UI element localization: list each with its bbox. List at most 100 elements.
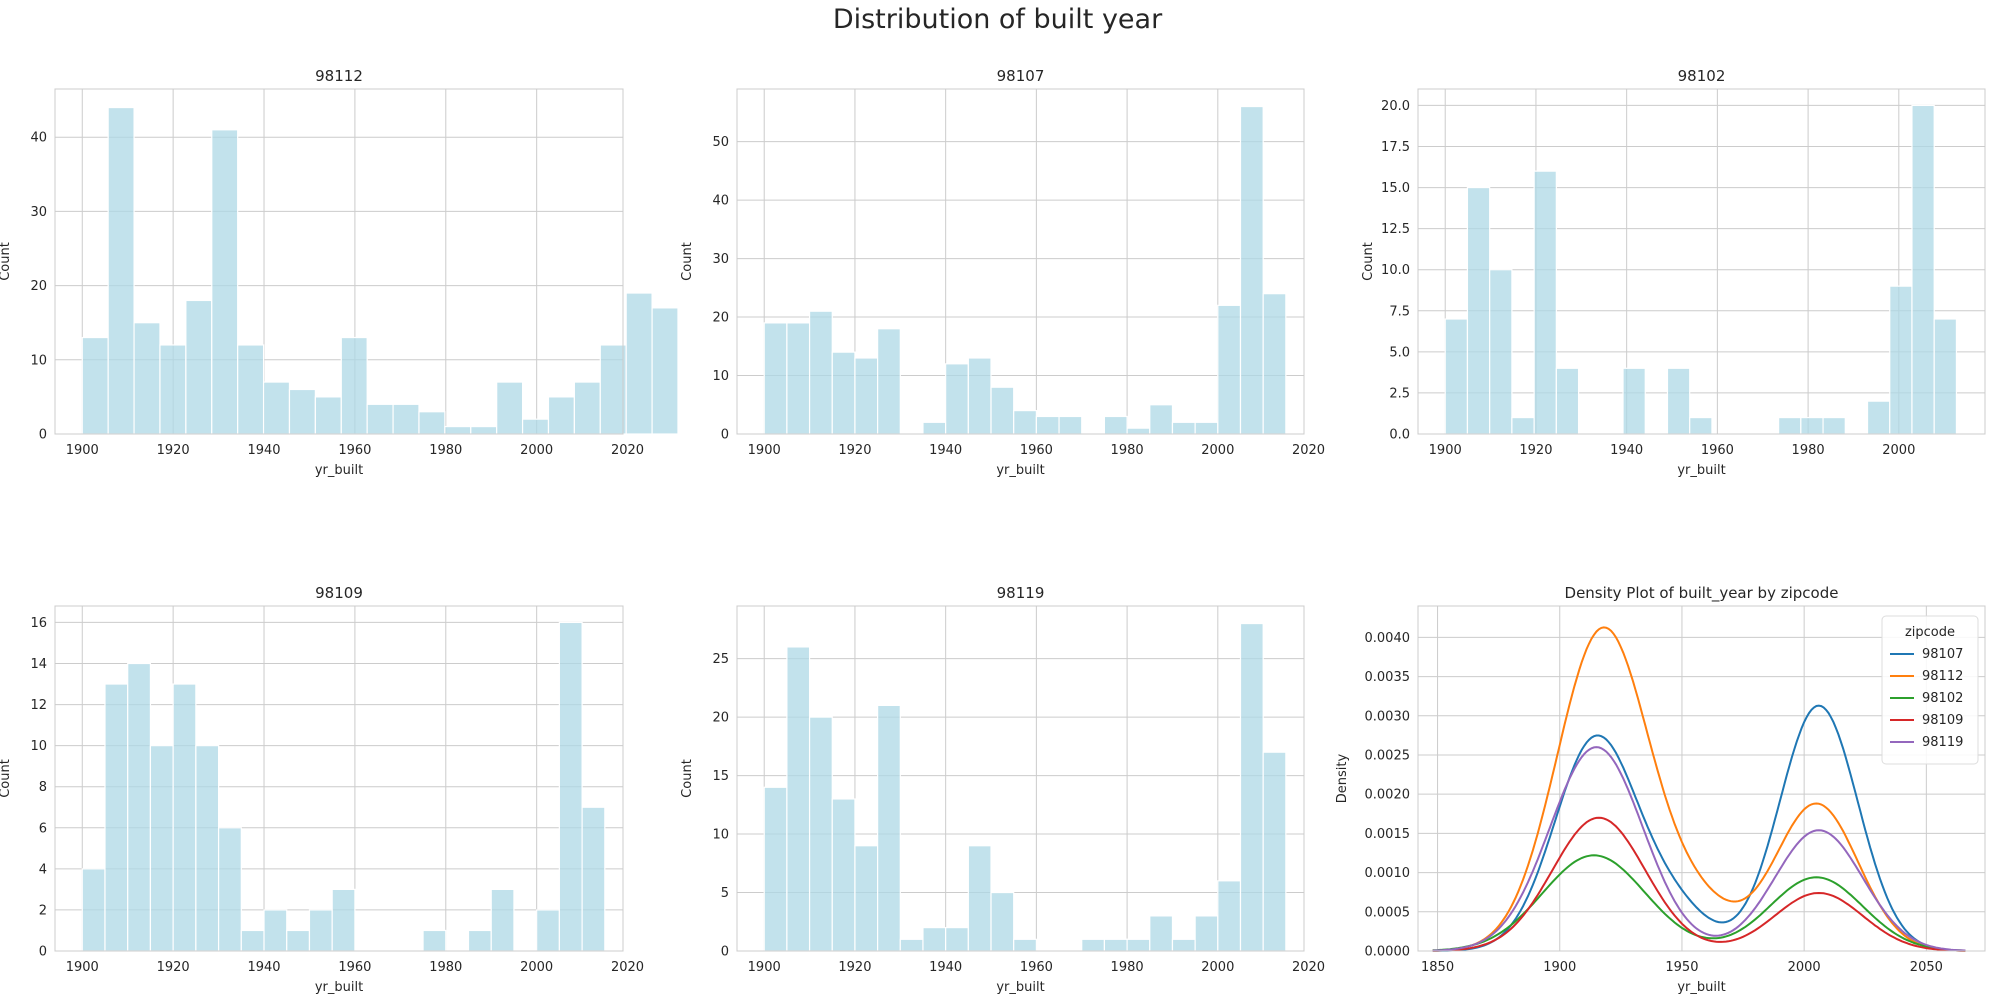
histogram-bar	[1689, 416, 1713, 435]
histogram-bar	[808, 716, 833, 952]
legend-entry: 98109	[1922, 713, 1963, 728]
histogram-bar	[1081, 938, 1106, 952]
histogram-bar	[444, 425, 472, 435]
histogram-bar	[81, 336, 109, 435]
chart-panel-1: 1900 1920 1940 1960 1980 2000 2020 0 10 20 30 40 981…	[0, 67, 679, 478]
axes-frame	[1417, 605, 1986, 952]
y-tick-label: 12	[30, 698, 47, 713]
histogram-bar	[1126, 427, 1151, 435]
y-tick-label: 2	[39, 903, 47, 918]
x-tick-label: 2020	[611, 960, 644, 975]
x-tick-label: 1900	[1429, 443, 1462, 458]
y-tick-label: 5	[721, 886, 729, 901]
histogram-bar	[240, 929, 265, 952]
x-tick-label: 1980	[1111, 960, 1144, 975]
histogram-bar	[149, 745, 174, 952]
y-axis-label: Density	[1335, 753, 1350, 803]
y-tick-label: 10	[712, 369, 729, 384]
x-axis-label: yr_built	[1677, 980, 1725, 995]
histogram-bar	[1666, 367, 1691, 435]
y-tick-label: 40	[712, 194, 729, 209]
y-tick-label: 50	[712, 135, 729, 150]
histogram-bar	[314, 396, 342, 435]
y-tick-label: 10	[30, 353, 47, 368]
histogram-bar	[1035, 415, 1060, 435]
histogram-bar	[1911, 104, 1935, 435]
histogram-bar	[172, 683, 197, 952]
histogram-bar	[159, 344, 187, 435]
panel-title: 98109	[315, 584, 363, 602]
y-tick-label: 10	[712, 828, 729, 843]
histogram-bar	[763, 786, 788, 952]
chart-panel-2: 1900 1920 1940 1960 1980 2000 2020 0 10 20 30 40 50 9…	[680, 67, 1325, 478]
x-tick-label: 2000	[1201, 960, 1234, 975]
x-tick-label: 2050	[1910, 960, 1943, 975]
x-tick-label: 1920	[157, 960, 190, 975]
x-tick-label: 1940	[929, 960, 962, 975]
histogram-bar	[1217, 304, 1242, 435]
y-tick-label: 0.0020	[1365, 788, 1411, 803]
y-axis-label: Count	[680, 759, 695, 798]
y-tick-label: 5.0	[1389, 345, 1410, 360]
histogram-bar	[467, 929, 492, 952]
y-tick-label: 20	[712, 711, 729, 726]
histogram-bar	[1217, 880, 1242, 952]
x-tick-label: 1920	[838, 960, 871, 975]
histogram-bar	[217, 827, 242, 952]
histogram-bar	[1889, 285, 1913, 435]
x-axis-label: yr_built	[1677, 463, 1725, 478]
histogram-bar	[104, 683, 129, 952]
axes-frame	[736, 605, 1305, 952]
x-tick-label: 1850	[1421, 960, 1454, 975]
histogram-bar	[1149, 915, 1174, 952]
histogram-bar	[1262, 293, 1287, 435]
x-tick-label: 1980	[1792, 443, 1825, 458]
histogram-bar	[547, 396, 575, 435]
x-tick-label: 1900	[1543, 960, 1576, 975]
y-tick-label: 6	[39, 821, 47, 836]
y-axis-label: Count	[680, 242, 695, 281]
panel-title: 98119	[997, 584, 1045, 602]
histogram-bar	[496, 381, 524, 435]
x-axis-label: yr_built	[315, 980, 363, 995]
histogram-bar	[1533, 170, 1557, 435]
y-tick-label: 0.0025	[1365, 748, 1411, 763]
y-tick-label: 0.0000	[1365, 945, 1411, 960]
histogram-bar	[990, 386, 1015, 435]
histogram-bar	[392, 403, 420, 435]
histogram-bar	[185, 299, 213, 435]
figure-title: Distribution of built year	[832, 4, 1163, 35]
histogram-bar	[831, 798, 856, 952]
y-tick-label: 0.0010	[1365, 866, 1411, 881]
x-tick-label: 1920	[1519, 443, 1552, 458]
x-tick-label: 1980	[429, 443, 462, 458]
histogram-bar	[763, 322, 788, 435]
density-line-98107	[1432, 704, 1966, 952]
histogram-bar	[831, 351, 856, 435]
y-tick-label: 0	[721, 945, 729, 960]
x-tick-label: 2020	[611, 443, 644, 458]
x-tick-label: 1940	[247, 443, 280, 458]
y-tick-label: 12.5	[1381, 222, 1410, 237]
histogram-bar	[263, 909, 288, 952]
histogram-bar	[899, 938, 924, 952]
legend-entry: 98107	[1922, 647, 1963, 662]
histogram-bar	[1489, 269, 1513, 435]
histogram-bar	[922, 421, 947, 435]
histogram-bar	[573, 381, 601, 435]
x-tick-label: 1920	[157, 443, 190, 458]
y-tick-label: 2.5	[1389, 386, 1410, 401]
x-tick-label: 2020	[1292, 960, 1325, 975]
histogram-bar	[1171, 421, 1196, 435]
histogram-bar	[195, 745, 220, 952]
histogram-bar	[967, 845, 992, 952]
histogram-bar	[1866, 400, 1891, 435]
y-tick-label: 0.0040	[1365, 631, 1411, 646]
chart-panel-5: 1900 1920 1940 1960 1980 2000 2020 0 5 10 15 20 25 98…	[680, 584, 1325, 995]
histogram-bar	[237, 344, 265, 435]
x-axis-label: yr_built	[996, 463, 1044, 478]
y-tick-label: 20	[712, 311, 729, 326]
histogram-bar	[1822, 416, 1846, 435]
histogram-bar	[1103, 938, 1128, 952]
histogram-bar	[1013, 938, 1037, 952]
